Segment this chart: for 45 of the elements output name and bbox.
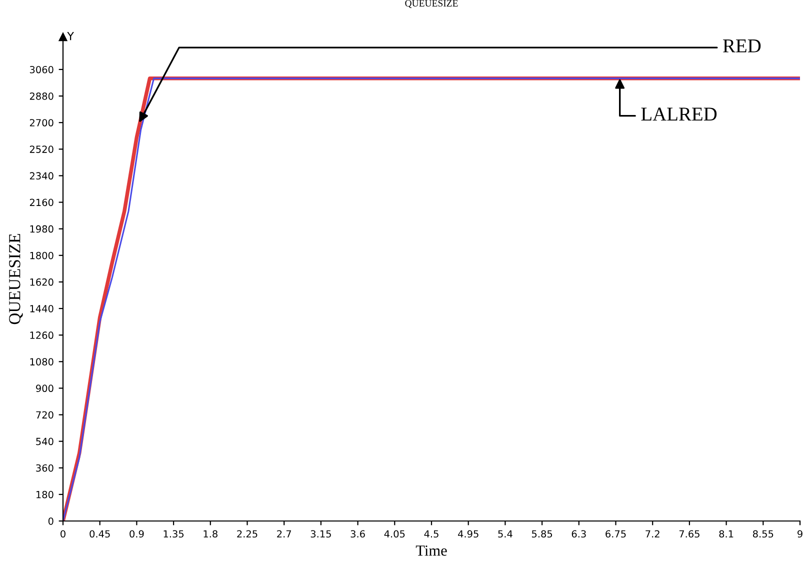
y-tick-label: 2160 xyxy=(30,198,54,206)
y-tick-label: 180 xyxy=(36,490,54,498)
x-tick-label: 5.85 xyxy=(532,530,552,538)
y-tick-label: 540 xyxy=(36,438,54,446)
y-tick-label: 1440 xyxy=(30,304,54,312)
x-tick-label: 4.05 xyxy=(384,530,405,538)
y-tick-label: 1800 xyxy=(30,252,54,260)
annotation: RED xyxy=(723,40,761,52)
annotation: LALRED xyxy=(641,108,717,121)
y-tick-label: 3060 xyxy=(30,66,54,74)
y-tick-label: 1260 xyxy=(30,332,54,339)
y-axis-title: QUEUESIZE xyxy=(9,234,23,324)
y-tick-label: 2880 xyxy=(30,92,54,100)
x-tick-label: 3.6 xyxy=(350,530,365,538)
y-tick-label: 720 xyxy=(36,411,54,419)
y-tick-label: 900 xyxy=(36,384,54,392)
x-tick-label: 0.45 xyxy=(90,530,110,538)
x-tick-label: 8.55 xyxy=(752,530,774,538)
y-tick-label: 1620 xyxy=(30,278,54,286)
x-tick-label: 9 xyxy=(798,530,802,538)
y-tick-label: 2700 xyxy=(30,119,54,126)
x-tick-label: 4.5 xyxy=(424,530,438,538)
x-tick-label: 5.4 xyxy=(498,530,512,538)
annotation: Y xyxy=(67,32,74,40)
x-tick-label: 6.3 xyxy=(572,530,586,538)
x-axis-title: Time xyxy=(416,545,447,556)
y-tick-label: 0 xyxy=(48,517,54,525)
x-tick-label: 2.7 xyxy=(277,530,291,538)
y-tick-label: 2340 xyxy=(30,172,54,180)
y-tick-label: 360 xyxy=(36,464,54,472)
x-tick-label: 4.95 xyxy=(458,530,478,538)
x-tick-label: 2.25 xyxy=(237,530,258,538)
x-tick-label: 0.9 xyxy=(130,530,144,538)
y-tick-label: 1980 xyxy=(30,225,54,233)
x-tick-label: 3.15 xyxy=(310,530,331,538)
x-tick-label: 1.35 xyxy=(164,530,184,538)
x-tick-label: 8.1 xyxy=(719,530,734,538)
x-tick-label: 7.2 xyxy=(646,530,660,538)
y-tick-label: 2520 xyxy=(30,146,54,153)
x-tick-label: 0 xyxy=(60,530,66,538)
y-tick-label: 1080 xyxy=(30,358,54,366)
x-tick-label: 7.65 xyxy=(679,530,700,538)
x-tick-label: 6.75 xyxy=(606,530,626,538)
chart-title: QUEUESIZE xyxy=(405,0,458,8)
x-tick-label: 1.8 xyxy=(204,530,218,538)
